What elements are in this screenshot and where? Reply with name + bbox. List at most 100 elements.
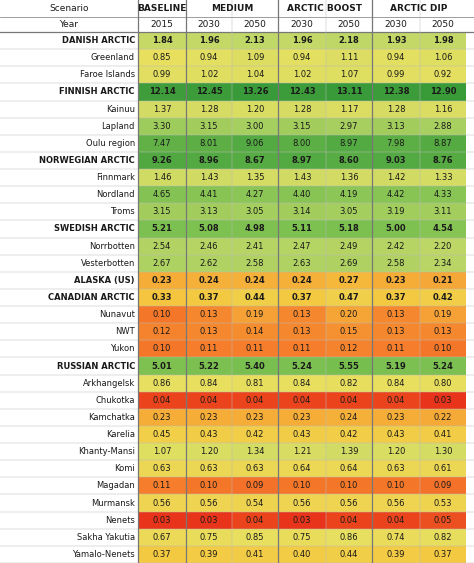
Bar	[232, 546, 278, 563]
Bar	[186, 238, 232, 254]
Text: 0.03: 0.03	[153, 516, 171, 525]
Text: 2.69: 2.69	[340, 259, 358, 268]
Text: 0.04: 0.04	[246, 396, 264, 405]
Text: 0.41: 0.41	[434, 430, 452, 439]
Text: 2.47: 2.47	[293, 242, 311, 251]
Text: 0.53: 0.53	[434, 499, 452, 508]
Bar	[372, 272, 420, 289]
Bar	[420, 358, 466, 374]
Bar	[372, 443, 420, 460]
Bar	[186, 152, 232, 169]
Bar	[186, 101, 232, 118]
Bar	[138, 118, 186, 135]
Text: 4.19: 4.19	[340, 190, 358, 199]
Text: 0.56: 0.56	[153, 499, 171, 508]
Text: 3.15: 3.15	[293, 122, 311, 131]
Bar	[232, 66, 278, 83]
Text: 8.97: 8.97	[340, 139, 358, 148]
Text: 0.45: 0.45	[153, 430, 171, 439]
Text: 1.96: 1.96	[292, 36, 312, 45]
Text: 2.34: 2.34	[434, 259, 452, 268]
Text: 2.88: 2.88	[434, 122, 452, 131]
Text: 3.05: 3.05	[246, 207, 264, 216]
Text: 8.67: 8.67	[245, 156, 265, 165]
Bar	[186, 494, 232, 512]
Bar	[186, 529, 232, 546]
Bar	[326, 272, 372, 289]
Bar	[138, 186, 186, 203]
Text: 1.37: 1.37	[153, 105, 171, 114]
Text: Greenland: Greenland	[91, 53, 135, 62]
Text: 0.39: 0.39	[200, 550, 218, 559]
Bar	[372, 358, 420, 374]
Bar	[138, 460, 186, 477]
Text: Karelia: Karelia	[106, 430, 135, 439]
Text: 0.21: 0.21	[433, 276, 453, 285]
Text: 3.13: 3.13	[387, 122, 405, 131]
Text: 12.45: 12.45	[196, 87, 222, 96]
Text: 0.23: 0.23	[152, 276, 173, 285]
Bar	[138, 49, 186, 66]
Bar	[372, 512, 420, 529]
Bar	[232, 152, 278, 169]
Bar	[278, 460, 326, 477]
Text: ALASKA (US): ALASKA (US)	[74, 276, 135, 285]
Text: Scenario: Scenario	[49, 4, 89, 13]
Text: 3.00: 3.00	[246, 122, 264, 131]
Bar	[278, 118, 326, 135]
Bar	[372, 186, 420, 203]
Bar	[372, 306, 420, 323]
Bar	[232, 186, 278, 203]
Bar	[420, 118, 466, 135]
Bar	[326, 101, 372, 118]
Text: 5.24: 5.24	[292, 361, 312, 370]
Text: 0.84: 0.84	[200, 379, 218, 388]
Text: 1.09: 1.09	[246, 53, 264, 62]
Bar	[278, 306, 326, 323]
Text: 1.02: 1.02	[293, 70, 311, 79]
Text: 1.93: 1.93	[386, 36, 406, 45]
Bar	[278, 221, 326, 238]
Bar	[420, 340, 466, 358]
Bar	[186, 289, 232, 306]
Text: Chukotka: Chukotka	[95, 396, 135, 405]
Text: 1.07: 1.07	[340, 70, 358, 79]
Text: 9.26: 9.26	[152, 156, 173, 165]
Text: 4.65: 4.65	[153, 190, 171, 199]
Bar	[278, 203, 326, 221]
Text: 0.24: 0.24	[340, 413, 358, 422]
Bar	[186, 306, 232, 323]
Text: 0.23: 0.23	[387, 413, 405, 422]
Bar	[232, 374, 278, 392]
Bar	[420, 272, 466, 289]
Bar	[326, 238, 372, 254]
Bar	[232, 323, 278, 340]
Text: 5.18: 5.18	[338, 225, 359, 234]
Text: 3.13: 3.13	[200, 207, 219, 216]
Text: 0.10: 0.10	[387, 481, 405, 490]
Text: Oulu region: Oulu region	[86, 139, 135, 148]
Text: 0.05: 0.05	[434, 516, 452, 525]
Bar	[278, 426, 326, 443]
Text: 8.96: 8.96	[199, 156, 219, 165]
Bar	[186, 118, 232, 135]
Text: 1.84: 1.84	[152, 36, 173, 45]
Bar	[232, 169, 278, 186]
Text: Nordland: Nordland	[97, 190, 135, 199]
Bar	[278, 32, 326, 49]
Bar	[420, 460, 466, 477]
Text: 2.41: 2.41	[246, 242, 264, 251]
Bar	[372, 101, 420, 118]
Text: 0.42: 0.42	[433, 293, 453, 302]
Text: 2050: 2050	[431, 20, 455, 29]
Text: 5.08: 5.08	[199, 225, 219, 234]
Text: 1.98: 1.98	[433, 36, 453, 45]
Text: 0.03: 0.03	[200, 516, 218, 525]
Text: Finnmark: Finnmark	[96, 173, 135, 182]
Text: 3.15: 3.15	[200, 122, 218, 131]
Text: 0.39: 0.39	[387, 550, 405, 559]
Bar	[232, 392, 278, 409]
Text: 1.20: 1.20	[246, 105, 264, 114]
Bar	[232, 254, 278, 272]
Bar	[420, 135, 466, 152]
